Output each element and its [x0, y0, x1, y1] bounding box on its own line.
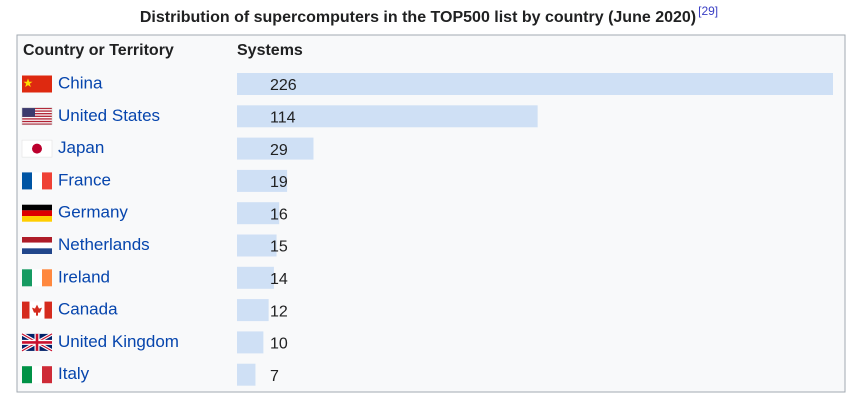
- flag-part: [22, 237, 52, 243]
- flag-part: [22, 210, 52, 217]
- flag-part: [22, 110, 52, 112]
- flag-part: [42, 366, 52, 384]
- flag-part: [22, 107, 35, 117]
- flag-icon: [22, 204, 52, 222]
- value-label: 16: [270, 206, 288, 223]
- flag-part: [22, 118, 52, 120]
- flag-icon: [21, 332, 53, 353]
- country-link[interactable]: China: [58, 73, 103, 92]
- bar: [237, 234, 277, 257]
- flag-part: [21, 107, 53, 126]
- flag-icon: [21, 107, 53, 126]
- value-label: 226: [270, 77, 297, 94]
- flag-part: [22, 366, 32, 384]
- country-link[interactable]: Canada: [58, 300, 118, 319]
- flag-icon: [22, 366, 52, 384]
- flag-part: [32, 366, 42, 384]
- flag-part: [32, 143, 42, 154]
- bar: [237, 363, 256, 386]
- flag-part: [22, 120, 52, 123]
- country-link[interactable]: Italy: [58, 364, 90, 383]
- reference-link[interactable]: [29]: [698, 4, 718, 18]
- column-header: Systems: [237, 42, 303, 59]
- flag-part: [23, 78, 33, 87]
- bar: [237, 202, 280, 225]
- flag-icon: [22, 237, 52, 254]
- value-label: 15: [270, 239, 288, 256]
- value-label: 29: [270, 142, 288, 159]
- country-link[interactable]: United States: [58, 106, 160, 125]
- bar: [237, 137, 314, 160]
- flag-part: [22, 216, 52, 222]
- flag-icon: [22, 301, 52, 319]
- flag-part: [22, 301, 30, 319]
- flag-part: [22, 75, 52, 93]
- country-link[interactable]: Germany: [58, 203, 128, 222]
- flag-part: [22, 123, 52, 125]
- flag-part: [44, 301, 52, 319]
- flag-part: [32, 172, 42, 190]
- bar: [237, 105, 538, 128]
- flag-part: [22, 269, 32, 287]
- flag-icon: [22, 75, 52, 93]
- flag-part: [22, 115, 52, 117]
- bar: [237, 299, 269, 322]
- value-label: 7: [270, 368, 279, 385]
- flag-part: [22, 113, 52, 115]
- bar: [237, 331, 264, 354]
- value-label: 12: [270, 303, 288, 320]
- flag-part: [42, 269, 52, 287]
- flag-part: [22, 242, 52, 249]
- country-link[interactable]: Netherlands: [58, 235, 150, 254]
- table-title: Distribution of supercomputers in the TO…: [140, 9, 696, 26]
- country-link[interactable]: United Kingdom: [58, 332, 179, 351]
- flag-part: [42, 172, 52, 190]
- value-label: 114: [270, 110, 296, 127]
- flag-part: [22, 204, 52, 211]
- flag-part: [22, 333, 52, 351]
- flag-part: [22, 248, 52, 254]
- bar: [237, 266, 274, 289]
- country-link[interactable]: Ireland: [58, 267, 110, 286]
- country-link[interactable]: France: [58, 170, 111, 189]
- flag-part: [32, 304, 42, 316]
- value-label: 10: [270, 336, 288, 353]
- country-link[interactable]: Japan: [58, 138, 104, 157]
- flag-part: [22, 172, 32, 190]
- flag-icon: [21, 139, 53, 158]
- column-header: Country or Territory: [23, 42, 174, 59]
- flag-part: [22, 107, 52, 110]
- flag-icon: [22, 269, 52, 287]
- flag-icon: [22, 172, 52, 190]
- flag-part: [32, 269, 42, 287]
- value-label: 19: [270, 174, 288, 191]
- bar: [237, 169, 288, 192]
- value-label: 14: [270, 271, 288, 288]
- bar: [237, 73, 833, 95]
